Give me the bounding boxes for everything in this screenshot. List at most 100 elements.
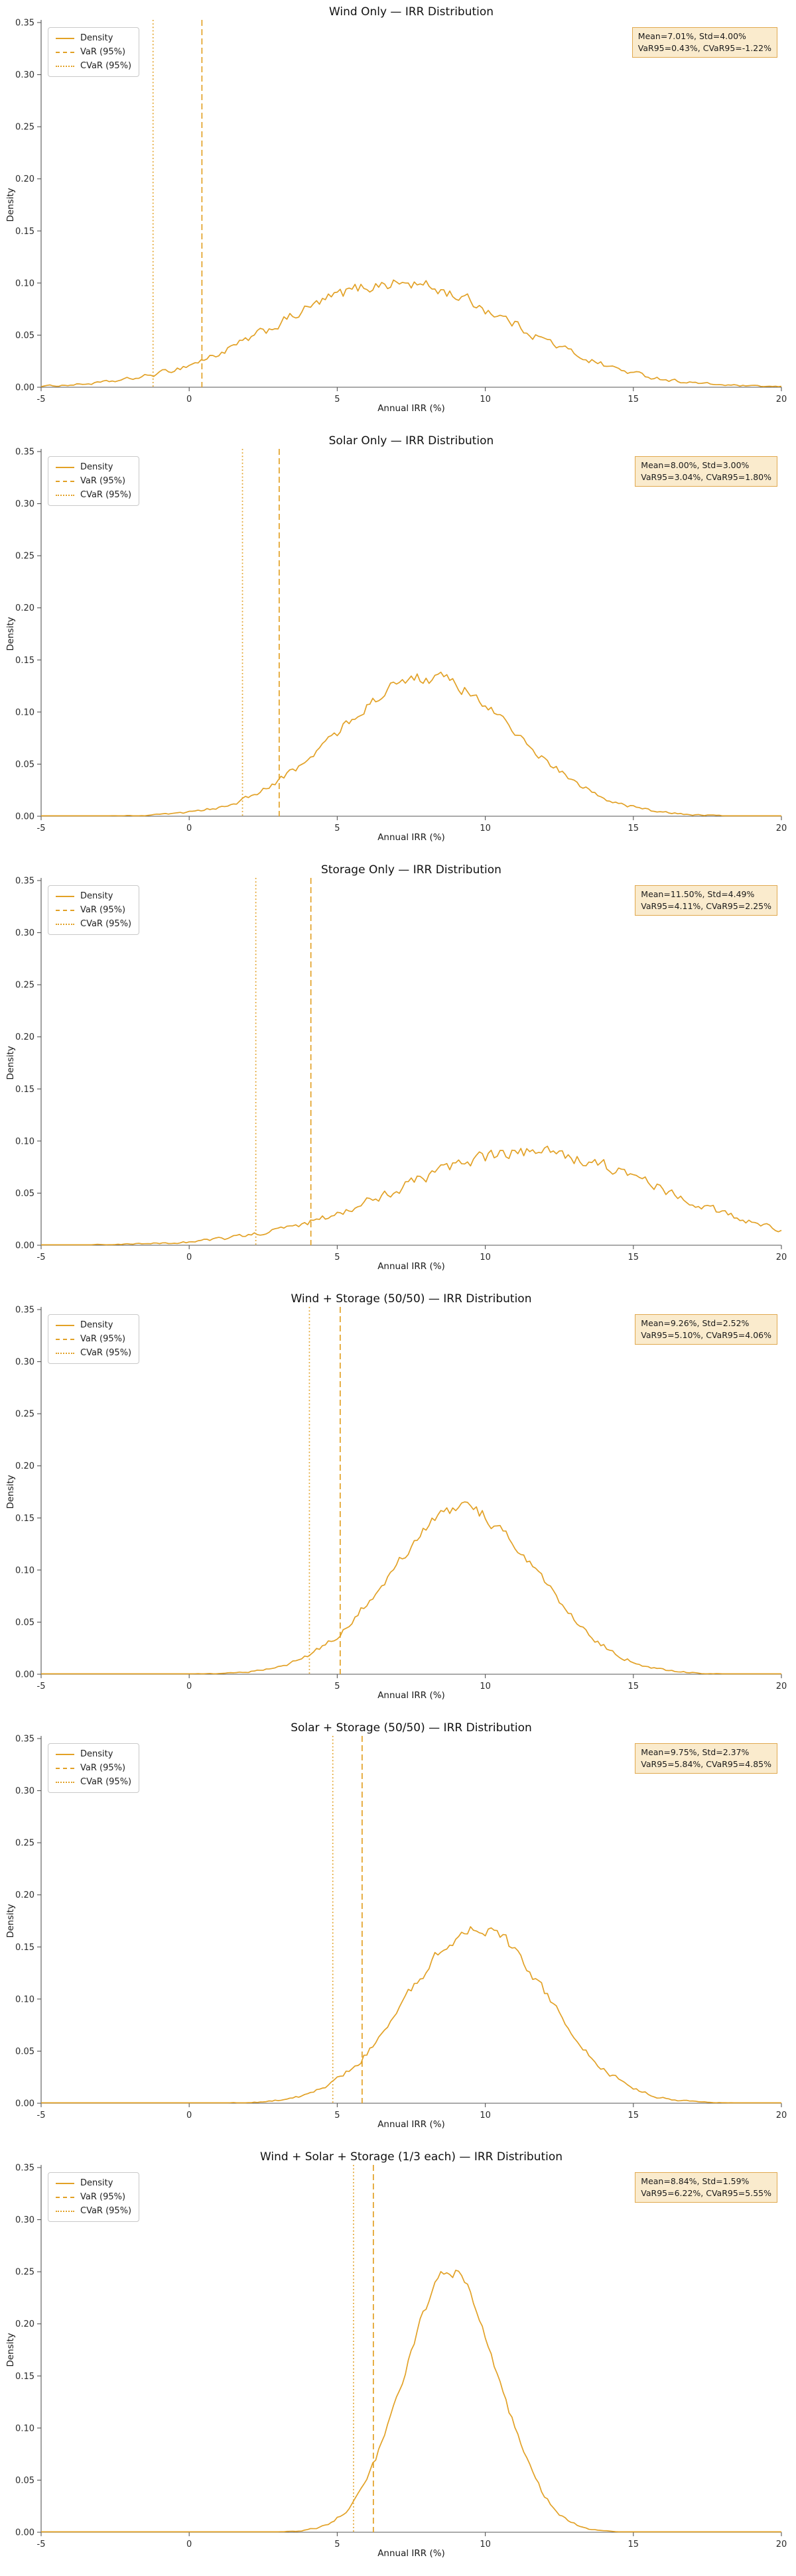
stats-line-2: VaR95=6.22%, CVaR95=5.55% [641, 2188, 771, 2199]
legend-item-density: Density [56, 1749, 131, 1759]
chart-title: Wind + Storage (50/50) — IRR Distributio… [291, 1292, 532, 1306]
svg-text:5: 5 [334, 395, 340, 404]
svg-text:0.25: 0.25 [15, 2268, 34, 2278]
svg-text:0.35: 0.35 [15, 877, 34, 887]
cvar-line-icon [56, 1352, 74, 1354]
var-line-icon [56, 2196, 74, 2198]
legend-item-density: Density [56, 891, 131, 901]
svg-text:5: 5 [334, 2540, 340, 2549]
svg-text:0: 0 [186, 824, 192, 833]
chart-solar-only: -5 0 5 10 15 20 0.00 0.05 0.10 0.15 0.20 0.25 0.30 0.… [0, 429, 796, 858]
legend-item-var: VaR (95%) [56, 1763, 131, 1773]
cvar-line-icon [56, 923, 74, 925]
svg-text:0.10: 0.10 [15, 1565, 34, 1575]
density-line-icon [56, 1324, 74, 1326]
chart-wind-storage: -5 0 5 10 15 20 0.00 0.05 0.10 0.15 0.20 0.25 0.30 0.… [0, 1287, 796, 1716]
svg-text:0.20: 0.20 [15, 1890, 34, 1900]
stats-line-1: Mean=8.84%, Std=1.59% [641, 2176, 750, 2186]
svg-text:10: 10 [480, 1253, 491, 1262]
svg-text:0.35: 0.35 [15, 448, 34, 458]
legend-item-cvar: CVaR (95%) [56, 919, 131, 929]
svg-text:0.35: 0.35 [15, 2164, 34, 2174]
stats-annotation: Mean=9.75%, Std=2.37% VaR95=5.84%, CVaR9… [635, 1743, 777, 1774]
legend-label-density: Density [80, 1320, 113, 1330]
stats-annotation: Mean=11.50%, Std=4.49% VaR95=4.11%, CVaR… [635, 885, 777, 916]
y-axis-label: Density [5, 188, 16, 222]
density-line-icon [56, 2182, 74, 2184]
svg-text:10: 10 [480, 1682, 491, 1691]
svg-text:5: 5 [334, 1253, 340, 1262]
chart-storage-only: -5 0 5 10 15 20 0.00 0.05 0.10 0.15 0.20 0.25 0.30 0.… [0, 858, 796, 1287]
stats-line-1: Mean=7.01%, Std=4.00% [637, 31, 746, 41]
density-plot: -5 0 5 10 15 20 0.00 0.05 0.10 0.15 0.20 0.25 0.30 0.… [15, 1306, 787, 1692]
svg-text:0.20: 0.20 [15, 174, 34, 184]
svg-text:0.30: 0.30 [15, 1786, 34, 1796]
x-axis-label: Annual IRR (%) [377, 1261, 445, 1272]
density-line-icon [56, 895, 74, 897]
svg-text:0.00: 0.00 [15, 1241, 34, 1251]
stats-line-2: VaR95=5.84%, CVaR95=4.85% [641, 1759, 771, 1770]
density-plot: -5 0 5 10 15 20 0.00 0.05 0.10 0.15 0.20 0.25 0.30 0.… [15, 1735, 787, 2121]
stats-annotation: Mean=7.01%, Std=4.00% VaR95=0.43%, CVaR9… [631, 27, 777, 58]
stats-line-2: VaR95=3.04%, CVaR95=1.80% [641, 472, 771, 483]
svg-text:10: 10 [480, 2540, 491, 2549]
svg-text:0.25: 0.25 [15, 552, 34, 562]
svg-text:0.15: 0.15 [15, 227, 34, 237]
svg-text:0.15: 0.15 [15, 2372, 34, 2382]
cvar-line-icon [56, 494, 74, 496]
density-plot: -5 0 5 10 15 20 0.00 0.05 0.10 0.15 0.20 0.25 0.30 0.… [15, 19, 787, 405]
stats-annotation: Mean=8.84%, Std=1.59% VaR95=6.22%, CVaR9… [635, 2172, 777, 2203]
stats-line-1: Mean=11.50%, Std=4.49% [641, 889, 755, 899]
svg-text:0.10: 0.10 [15, 2423, 34, 2433]
svg-text:0.05: 0.05 [15, 2047, 34, 2057]
density-line-icon [56, 466, 74, 468]
var-line-icon [56, 51, 74, 53]
svg-text:5: 5 [334, 1682, 340, 1691]
svg-text:0: 0 [186, 2111, 192, 2120]
svg-text:-5: -5 [37, 2111, 46, 2120]
svg-text:10: 10 [480, 2111, 491, 2120]
legend-label-density: Density [80, 462, 113, 472]
stats-annotation: Mean=8.00%, Std=3.00% VaR95=3.04%, CVaR9… [635, 456, 777, 487]
legend-label-cvar: CVaR (95%) [80, 2206, 132, 2216]
svg-text:0.00: 0.00 [15, 2099, 34, 2109]
legend-item-cvar: CVaR (95%) [56, 1348, 131, 1358]
svg-text:0: 0 [186, 2540, 192, 2549]
legend-label-density: Density [80, 33, 113, 43]
svg-text:0.30: 0.30 [15, 70, 34, 80]
svg-text:0.00: 0.00 [15, 1670, 34, 1680]
y-axis-label: Density [5, 1475, 16, 1509]
svg-text:0.15: 0.15 [15, 1085, 34, 1095]
svg-text:0.00: 0.00 [15, 812, 34, 822]
legend: Density VaR (95%) CVaR (95%) [48, 456, 140, 506]
legend-item-cvar: CVaR (95%) [56, 490, 131, 500]
legend-label-cvar: CVaR (95%) [80, 1777, 132, 1787]
svg-text:15: 15 [628, 395, 639, 404]
svg-text:0: 0 [186, 395, 192, 404]
legend-item-density: Density [56, 2178, 131, 2188]
legend-item-cvar: CVaR (95%) [56, 1777, 131, 1787]
svg-text:0.10: 0.10 [15, 1994, 34, 2004]
legend-item-var: VaR (95%) [56, 905, 131, 915]
legend-item-var: VaR (95%) [56, 1334, 131, 1344]
svg-text:-5: -5 [37, 824, 46, 833]
svg-text:0.35: 0.35 [15, 1306, 34, 1316]
svg-text:0.30: 0.30 [15, 1357, 34, 1367]
cvar-line-icon [56, 2210, 74, 2212]
svg-text:15: 15 [628, 1682, 639, 1691]
legend: Density VaR (95%) CVaR (95%) [48, 1314, 140, 1364]
svg-text:20: 20 [776, 2540, 787, 2549]
svg-text:-5: -5 [37, 1682, 46, 1691]
legend-label-cvar: CVaR (95%) [80, 1348, 132, 1358]
legend-item-density: Density [56, 462, 131, 472]
svg-text:0.10: 0.10 [15, 1136, 34, 1146]
svg-text:0.20: 0.20 [15, 603, 34, 613]
y-axis-label: Density [5, 1904, 16, 1938]
svg-text:0.05: 0.05 [15, 2476, 34, 2486]
svg-text:0.05: 0.05 [15, 760, 34, 770]
chart-title: Storage Only — IRR Distribution [321, 863, 501, 877]
legend-item-density: Density [56, 33, 131, 43]
svg-text:0.00: 0.00 [15, 383, 34, 393]
legend-label-cvar: CVaR (95%) [80, 919, 132, 929]
svg-text:15: 15 [628, 1253, 639, 1262]
